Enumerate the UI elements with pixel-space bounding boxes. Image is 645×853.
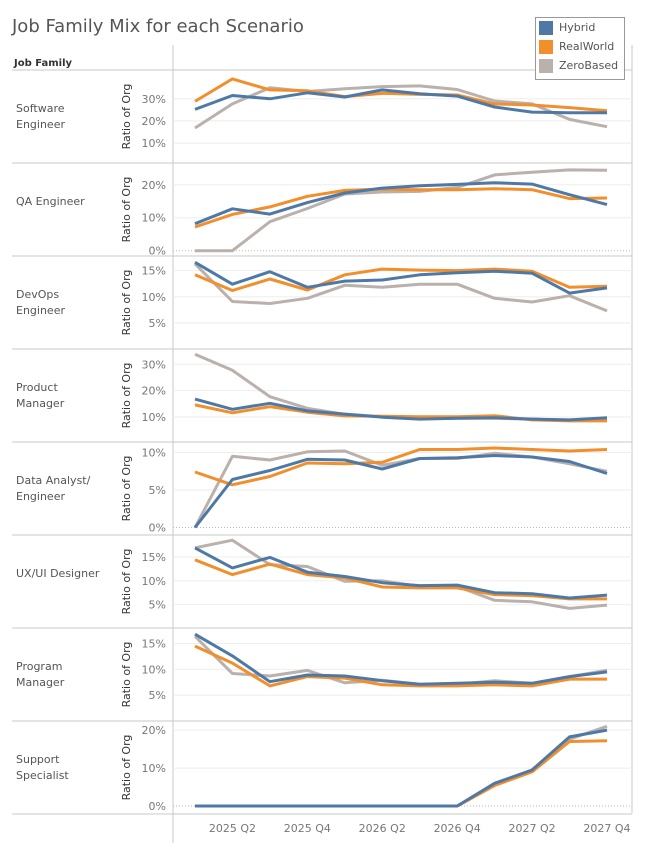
- legend-item-hybrid[interactable]: Hybrid: [539, 18, 624, 37]
- y-tick-label: 5%: [149, 484, 166, 497]
- y-tick-label: 30%: [142, 93, 166, 106]
- series-line-hybrid: [195, 728, 608, 808]
- y-tick-label: 15%: [142, 551, 166, 564]
- series-line-realworld: [194, 558, 607, 601]
- y-axis-label: Ratio of Org: [120, 735, 133, 801]
- legend-item-realworld[interactable]: RealWorld: [539, 37, 624, 56]
- series-line-realworld: [194, 267, 608, 292]
- y-tick-label: 20%: [142, 724, 166, 737]
- series-line-realworld: [194, 644, 607, 688]
- legend-item-zerobased[interactable]: ZeroBased: [539, 56, 624, 75]
- y-axis-label: Ratio of Org: [120, 363, 133, 429]
- x-tick-label: 2027 Q4: [583, 822, 630, 835]
- y-tick-label: 10%: [142, 575, 166, 588]
- series-line-realworld: [194, 187, 608, 229]
- y-tick-label: 5%: [149, 317, 166, 330]
- y-tick-label: 20%: [142, 179, 166, 192]
- series-line-hybrid: [194, 88, 607, 115]
- series-line-hybrid: [194, 181, 608, 226]
- y-tick-label: 20%: [142, 115, 166, 128]
- series-line-realworld: [195, 739, 608, 808]
- y-tick-label: 0%: [149, 522, 166, 535]
- legend-swatch: [539, 20, 553, 35]
- row-label: Data Analyst/ Engineer: [16, 473, 91, 503]
- y-tick-label: 15%: [142, 638, 166, 651]
- x-tick-label: 2026 Q2: [359, 822, 406, 835]
- series-line-hybrid: [194, 632, 608, 686]
- y-axis-label: Ratio of Org: [120, 84, 133, 150]
- y-tick-label: 10%: [142, 137, 166, 150]
- row-label: QA Engineer: [16, 194, 85, 208]
- series-line-zerobased: [193, 262, 608, 313]
- series-line-hybrid: [194, 261, 608, 295]
- row-label: Program Manager: [16, 659, 65, 689]
- x-tick-label: 2026 Q4: [434, 822, 481, 835]
- y-tick-label: 5%: [149, 689, 166, 702]
- y-axis-label: Ratio of Org: [120, 642, 133, 708]
- y-tick-label: 15%: [142, 265, 166, 278]
- x-tick-label: 2025 Q4: [284, 822, 331, 835]
- y-tick-label: 10%: [142, 212, 166, 225]
- row-label: DevOps Engineer: [16, 287, 65, 317]
- series-line-realworld: [194, 77, 608, 113]
- y-tick-label: 5%: [149, 599, 166, 612]
- y-tick-label: 10%: [142, 762, 166, 775]
- series-line-hybrid: [193, 454, 608, 529]
- series-line-hybrid: [194, 397, 608, 422]
- y-tick-label: 10%: [142, 291, 166, 304]
- series-line-realworld: [194, 446, 608, 487]
- x-tick-label: 2027 Q2: [508, 822, 555, 835]
- row-label: Software Engineer: [16, 101, 65, 131]
- legend-swatch: [539, 58, 553, 73]
- row-header: Job Family: [14, 58, 73, 69]
- chart-title: Job Family Mix for each Scenario: [12, 16, 304, 37]
- legend-label: RealWorld: [559, 40, 615, 53]
- y-axis-label: Ratio of Org: [120, 456, 133, 522]
- y-tick-label: 10%: [142, 411, 166, 424]
- y-axis-label: Ratio of Org: [120, 549, 133, 615]
- series-line-zerobased: [195, 168, 608, 253]
- y-tick-label: 10%: [142, 663, 166, 676]
- legend-label: ZeroBased: [559, 59, 619, 72]
- y-axis-label: Ratio of Org: [120, 270, 133, 336]
- legend-swatch: [539, 39, 553, 54]
- x-tick-label: 2025 Q2: [209, 822, 256, 835]
- row-label: UX/UI Designer: [16, 566, 100, 580]
- y-tick-label: 0%: [149, 800, 166, 813]
- y-tick-label: 0%: [149, 245, 166, 258]
- row-label: Product Manager: [16, 380, 65, 410]
- y-tick-label: 20%: [142, 385, 166, 398]
- series-line-zerobased: [195, 724, 608, 808]
- series-line-hybrid: [194, 546, 608, 600]
- row-label: Support Specialist: [16, 752, 69, 782]
- legend[interactable]: Hybrid RealWorld ZeroBased: [535, 17, 625, 80]
- y-tick-label: 30%: [142, 358, 166, 371]
- y-axis-label: Ratio of Org: [120, 177, 133, 243]
- legend-label: Hybrid: [559, 21, 596, 34]
- y-tick-label: 10%: [142, 447, 166, 460]
